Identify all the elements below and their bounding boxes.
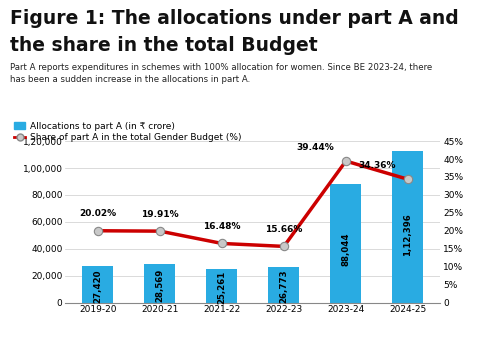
Text: 15.66%: 15.66% (265, 225, 302, 234)
Bar (393, 151, 424, 303)
Bar (144, 264, 175, 303)
Legend: Allocations to part A (in ₹ crore), Share of part A in the total Gender Budget (: Allocations to part A (in ₹ crore), Shar… (14, 122, 241, 142)
Text: 88,044: 88,044 (341, 233, 350, 266)
Text: 16.48%: 16.48% (203, 222, 241, 231)
Text: 27,420: 27,420 (93, 269, 103, 303)
Text: Figure 1: The allocations under part A and: Figure 1: The allocations under part A a… (10, 8, 458, 28)
Text: 19.91%: 19.91% (141, 209, 179, 219)
Text: 26,773: 26,773 (279, 270, 288, 303)
Text: 39.44%: 39.44% (296, 143, 334, 152)
Text: 20.02%: 20.02% (79, 209, 117, 218)
Bar (331, 184, 362, 303)
Text: 25,261: 25,261 (217, 271, 227, 304)
Bar (269, 267, 300, 303)
Text: 34.36%: 34.36% (358, 161, 395, 170)
Text: 28,569: 28,569 (155, 269, 165, 302)
Bar (82, 266, 113, 303)
Bar (206, 269, 237, 303)
Text: 1,12,396: 1,12,396 (403, 213, 412, 256)
Text: Part A reports expenditures in schemes with 100% allocation for women. Since BE : Part A reports expenditures in schemes w… (10, 63, 432, 84)
Text: the share in the total Budget: the share in the total Budget (10, 36, 318, 55)
